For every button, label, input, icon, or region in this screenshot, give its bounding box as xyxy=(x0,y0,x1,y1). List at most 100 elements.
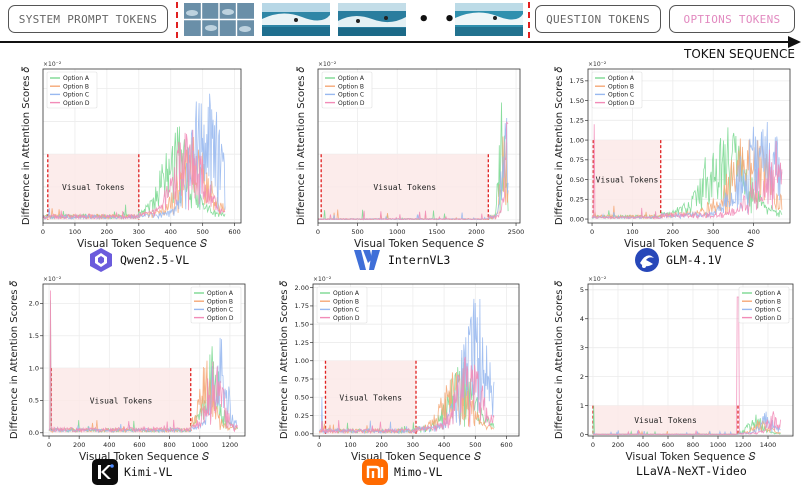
legend-box xyxy=(316,286,368,324)
legend-entry: Option D xyxy=(63,100,90,107)
visual-tokens-region xyxy=(321,154,489,220)
x-tick-label: 100 xyxy=(626,228,638,236)
y-tick-label: 0.00 xyxy=(295,430,309,438)
surf-frame-1 xyxy=(262,3,330,36)
series-line-option-d xyxy=(592,296,781,436)
legend-entry: Option C xyxy=(608,92,634,99)
legend-entry: Option B xyxy=(207,298,233,305)
system-prompt-cutoff xyxy=(176,2,178,38)
y-tick-label: 1.0 xyxy=(29,364,39,372)
logo-llava: LLaVA-NeXT-Video xyxy=(636,464,747,478)
x-tick-label: 400 xyxy=(637,441,649,449)
x-tick-label: 0 xyxy=(316,228,320,236)
legend-entry: Option B xyxy=(333,298,359,305)
chart-1: Visual Tokens 0 500 1000 1500 2000 2500 ×10⁻² Vi… xyxy=(296,61,524,250)
legend-entry: Option D xyxy=(333,315,360,322)
legend-entry: Option A xyxy=(333,290,360,297)
series-line-option-b xyxy=(318,371,494,435)
chart-5: Visual Tokens 0 200 400 600 800 1000 1200 1400 0 1… xyxy=(554,276,794,463)
series-line-option-d xyxy=(591,124,783,221)
x-axis-label: Visual Token Sequence 𝑆 xyxy=(624,238,755,250)
y-tick-label: 1.00 xyxy=(295,357,309,365)
x-tick-label: 1200 xyxy=(222,441,239,449)
x-tick-label: 800 xyxy=(687,441,699,449)
model-name-internvl: InternVL3 xyxy=(388,253,451,267)
visual-tokens-region xyxy=(47,154,139,220)
x-tick-label: 1000 xyxy=(192,441,209,449)
model-name-llava: LLaVA-NeXT-Video xyxy=(636,464,747,478)
logo-qwen: Qwen2.5-VL xyxy=(88,247,189,273)
y-axis-label: Difference in Attention Scores 𝛿 xyxy=(296,66,307,225)
y-tick-label: 2.0 xyxy=(29,300,39,308)
model-name-mimo: Mimo-VL xyxy=(394,465,443,479)
plot-frame xyxy=(42,283,246,437)
mimo-logo-icon xyxy=(362,459,388,485)
y-tick-label: 1.75 xyxy=(570,77,584,85)
token-sequence-label: TOKEN SEQUENCE xyxy=(684,47,795,61)
x-tick-label: 1000 xyxy=(710,441,727,449)
chart-2: Visual Tokens 0 100 200 300 400 0.00 0.25 0.50 0.… xyxy=(554,61,791,250)
legend-entry: Option D xyxy=(207,315,234,322)
legend-entry: Option A xyxy=(338,75,365,82)
x-tick-label: 100 xyxy=(344,441,356,449)
y-tick-label: 0.5 xyxy=(29,397,39,405)
x-tick-label: 500 xyxy=(469,441,481,449)
legend-entry: Option B xyxy=(755,298,781,305)
x-axis-label: Visual Token Sequence 𝑆 xyxy=(625,451,756,463)
x-tick-label: 200 xyxy=(612,441,624,449)
legend-box xyxy=(190,286,242,324)
x-tick-label: 2000 xyxy=(468,228,485,236)
x-axis-label: Visual Token Sequence 𝑆 xyxy=(354,238,485,250)
legend-box xyxy=(738,286,790,324)
model-name-qwen: Qwen2.5-VL xyxy=(120,253,190,267)
qwen-logo-icon xyxy=(90,248,112,272)
y-tick-label: 2 xyxy=(580,373,584,381)
x-tick-label: 300 xyxy=(707,228,719,236)
legend-box xyxy=(321,71,373,109)
y-tick-label: 0.50 xyxy=(570,176,584,184)
surf-frame-2 xyxy=(338,3,406,36)
legend-entry: Option C xyxy=(338,92,364,99)
x-tick-label: 600 xyxy=(133,441,145,449)
model-name-glm: GLM-4.1V xyxy=(666,253,722,267)
x-tick-label: 1000 xyxy=(389,228,406,236)
y-axis-label: Difference in Attention Scores 𝛿 xyxy=(279,280,290,439)
x-tick-label: 1500 xyxy=(429,228,446,236)
logo-kimi: Kimi-VL xyxy=(92,459,172,485)
plot-frame xyxy=(312,283,520,437)
logo-internvl: InternVL3 xyxy=(352,247,450,273)
visual-tokens-label: Visual Tokens xyxy=(373,183,436,192)
x-tick-label: 200 xyxy=(73,441,85,449)
y-tick-label: 2.00 xyxy=(295,284,309,292)
surf-frame-3-image xyxy=(455,3,523,36)
x-tick-label: 0 xyxy=(591,441,595,449)
y-tick-label: 0.25 xyxy=(570,196,584,204)
y-scale-label: ×10⁻² xyxy=(588,276,607,283)
x-tick-label: 400 xyxy=(747,228,759,236)
legend-entry: Option A xyxy=(755,290,782,297)
chart-0: Visual Tokens 0 100 200 300 400 500 600 ×10⁻² Vis… xyxy=(21,61,242,250)
y-tick-label: 0 xyxy=(580,431,584,439)
y-tick-label: 3 xyxy=(580,344,584,352)
visual-tokens-label: Visual Tokens xyxy=(339,393,402,402)
x-tick-label: 300 xyxy=(133,228,145,236)
legend-box xyxy=(591,71,643,109)
legend-entry: Option A xyxy=(608,75,635,82)
x-tick-label: 1400 xyxy=(760,441,777,449)
surf-frame-2-image xyxy=(338,3,406,36)
y-tick-label: 0.75 xyxy=(570,156,584,164)
y-tick-label: 4 xyxy=(580,315,584,323)
series-line-option-d xyxy=(317,121,509,221)
y-tick-label: 1.25 xyxy=(295,339,309,347)
legend-entry: Option C xyxy=(207,307,233,314)
visual-tokens-label: Visual Tokens xyxy=(90,396,153,405)
options-tokens-box: OPTIONS TOKENS xyxy=(669,5,795,33)
frame-grid-thumbnail xyxy=(184,3,254,36)
x-tick-label: 500 xyxy=(351,228,363,236)
legend-entry: Option C xyxy=(755,307,781,314)
logo-glm: GLM-4.1V xyxy=(634,247,721,273)
y-tick-label: 0.50 xyxy=(295,394,309,402)
series-line-option-d xyxy=(318,356,495,435)
x-tick-label: 400 xyxy=(103,441,115,449)
